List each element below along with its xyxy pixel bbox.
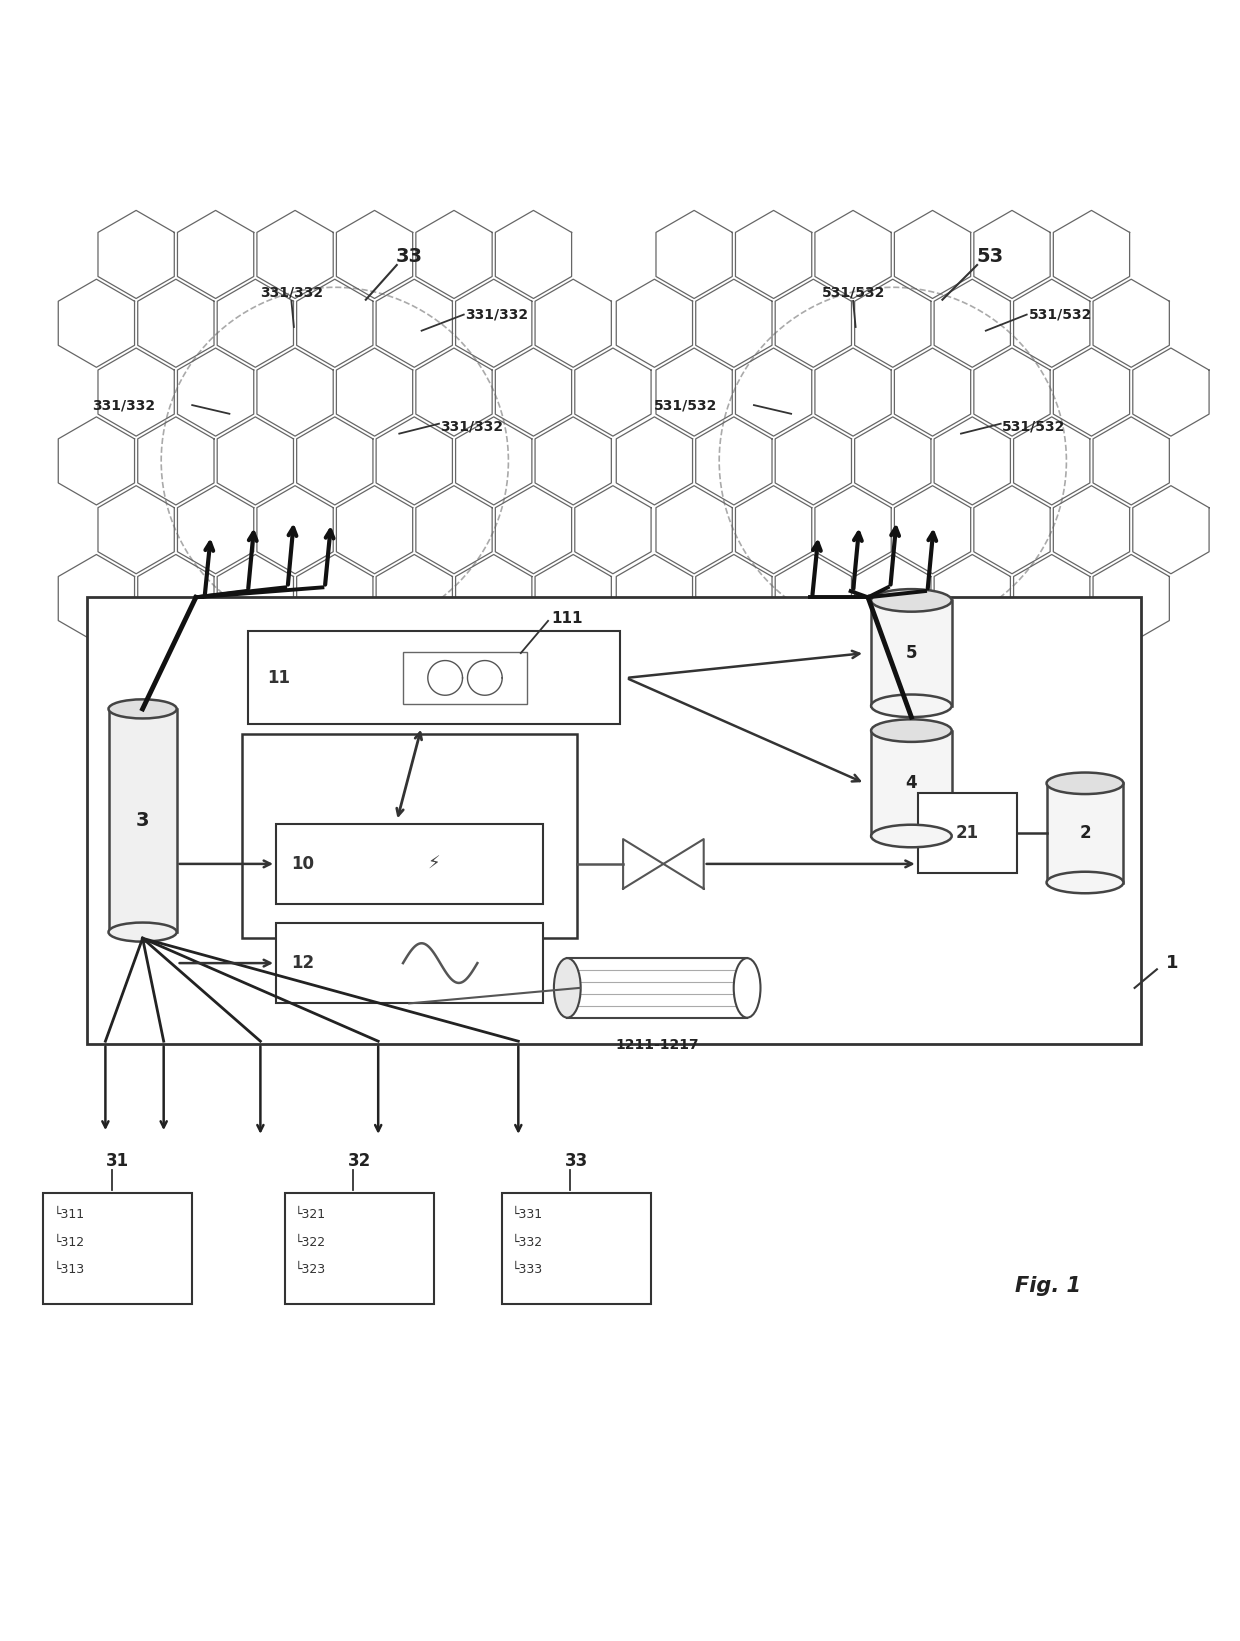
- Text: 331/332: 331/332: [260, 286, 322, 300]
- Text: └332: └332: [512, 1236, 543, 1249]
- Bar: [285, 1193, 434, 1305]
- Text: 33: 33: [565, 1152, 588, 1170]
- Bar: [87, 597, 1141, 1044]
- Text: 53: 53: [976, 246, 1003, 266]
- Bar: [918, 793, 1017, 873]
- Bar: [277, 922, 543, 1003]
- Ellipse shape: [1047, 773, 1123, 794]
- Text: └322: └322: [295, 1236, 326, 1249]
- Bar: [870, 730, 952, 835]
- Text: 111: 111: [552, 610, 583, 625]
- Text: 1: 1: [1166, 953, 1178, 971]
- Text: ⚡: ⚡: [428, 855, 440, 873]
- Text: └321: └321: [295, 1208, 326, 1221]
- Bar: [870, 601, 952, 706]
- Ellipse shape: [734, 958, 760, 1017]
- Polygon shape: [663, 839, 704, 889]
- Bar: [109, 709, 177, 932]
- Text: 11: 11: [268, 670, 290, 688]
- Bar: [248, 632, 620, 724]
- Text: Fig. 1: Fig. 1: [1014, 1275, 1081, 1295]
- Text: 531/532: 531/532: [821, 286, 885, 300]
- Text: └313: └313: [53, 1264, 84, 1277]
- Text: └323: └323: [295, 1264, 326, 1277]
- Bar: [277, 824, 543, 904]
- Text: └333: └333: [512, 1264, 543, 1277]
- Text: └311: └311: [53, 1208, 84, 1221]
- Bar: [242, 734, 577, 939]
- Text: 1211-1217: 1211-1217: [615, 1039, 699, 1052]
- Text: └312: └312: [53, 1236, 84, 1249]
- Polygon shape: [624, 839, 663, 889]
- Bar: [568, 958, 748, 1017]
- Ellipse shape: [870, 719, 952, 742]
- Text: 331/332: 331/332: [440, 418, 503, 433]
- Ellipse shape: [870, 694, 952, 717]
- Text: 2: 2: [1079, 824, 1091, 842]
- Text: 12: 12: [291, 953, 315, 971]
- Text: 31: 31: [107, 1152, 129, 1170]
- Ellipse shape: [109, 699, 176, 719]
- Text: 531/532: 531/532: [1029, 307, 1092, 322]
- Bar: [502, 1193, 651, 1305]
- Text: 10: 10: [291, 855, 315, 873]
- Text: 331/332: 331/332: [465, 307, 528, 322]
- Text: 21: 21: [956, 824, 978, 842]
- Text: 33: 33: [396, 246, 423, 266]
- Ellipse shape: [554, 958, 580, 1017]
- Text: 32: 32: [348, 1152, 371, 1170]
- Bar: [1047, 783, 1123, 883]
- Text: 531/532: 531/532: [1002, 418, 1065, 433]
- Text: 4: 4: [905, 775, 918, 793]
- Ellipse shape: [109, 922, 176, 942]
- Bar: [403, 651, 527, 704]
- Bar: [43, 1193, 192, 1305]
- Text: └331: └331: [512, 1208, 543, 1221]
- Ellipse shape: [870, 825, 952, 847]
- Text: 531/532: 531/532: [653, 399, 717, 412]
- Text: 331/332: 331/332: [92, 399, 155, 412]
- Text: 5: 5: [905, 645, 918, 661]
- Ellipse shape: [870, 589, 952, 612]
- Ellipse shape: [1047, 871, 1123, 893]
- Text: 3: 3: [136, 811, 149, 830]
